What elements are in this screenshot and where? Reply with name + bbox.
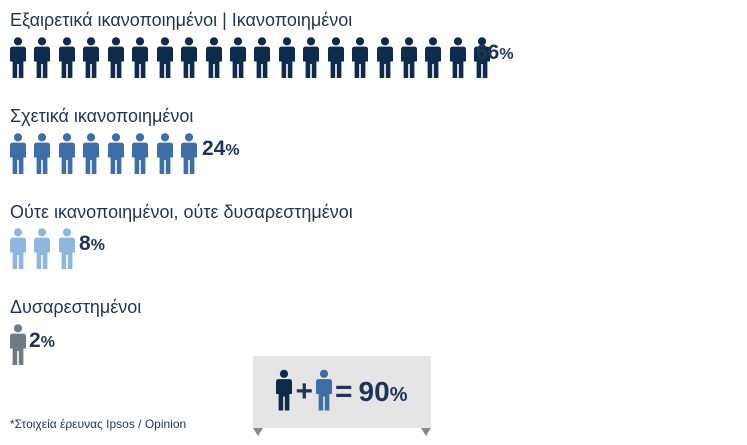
person-icon: [278, 37, 295, 78]
group-label: Δυσαρεστημένοι: [10, 297, 142, 317]
person-icon: [34, 133, 51, 174]
person-icon: [303, 37, 320, 78]
pictogram-row: [10, 37, 499, 78]
person-icon: [156, 133, 173, 174]
person-icon: [156, 37, 173, 78]
person-icon: [181, 133, 198, 174]
person-icon: [10, 37, 26, 78]
group-label: Σχετικά ικανοποιημένοι: [10, 106, 194, 126]
person-icon: [10, 228, 26, 269]
summary-box: + = 90%: [253, 356, 436, 436]
pictogram-row: [10, 133, 206, 174]
person-icon: [132, 133, 149, 174]
person-icon: [34, 228, 51, 269]
person-icon: [58, 37, 75, 78]
person-icon: [449, 37, 466, 78]
percentage-label: 66%: [476, 41, 514, 64]
person-icon: [132, 37, 149, 78]
person-icon: [316, 369, 333, 410]
person-icon: [83, 37, 100, 78]
summary-total: 90%: [358, 376, 408, 407]
person-icon: [474, 37, 491, 78]
person-icon: [401, 37, 417, 78]
person-icon: [107, 133, 124, 174]
person-icon: [352, 37, 369, 78]
person-icon: [107, 37, 124, 78]
group-label: Εξαιρετικά ικανοποιημένοι | Ικανοποιημέν…: [10, 10, 353, 30]
person-icon: [425, 37, 442, 78]
person-icon: [83, 133, 100, 174]
pictogram-row: [10, 228, 83, 269]
percentage-label: 8%: [79, 232, 105, 255]
person-icon: [10, 324, 26, 365]
percentage-label: 24%: [202, 137, 240, 160]
person-icon: [276, 369, 293, 410]
summary-banner-fold-left: [253, 428, 263, 436]
person-icon: [229, 37, 246, 78]
person-icon: [58, 133, 75, 174]
summary-icon-somewhat-satisfied: [316, 369, 333, 416]
person-icon: [376, 37, 393, 78]
person-icon: [181, 37, 198, 78]
group-label: Ούτε ικανοποιημένοι, ούτε δυσαρεστημένοι: [10, 202, 353, 222]
person-icon: [10, 133, 26, 174]
pictogram-row: [10, 324, 34, 365]
summary-banner-fold-right: [421, 428, 431, 436]
summary-equation: + = 90%: [253, 356, 431, 428]
person-icon: [58, 228, 75, 269]
percentage-label: 2%: [29, 329, 55, 352]
summary-icon-very-satisfied: [276, 369, 293, 416]
person-icon: [205, 37, 222, 78]
person-icon: [34, 37, 51, 78]
plus-sign: +: [295, 375, 314, 408]
footnote: *Στοιχεία έρευνας Ipsos / Opinion: [10, 417, 187, 431]
equals-sign: =: [335, 375, 353, 408]
person-icon: [327, 37, 344, 78]
person-icon: [254, 37, 271, 78]
